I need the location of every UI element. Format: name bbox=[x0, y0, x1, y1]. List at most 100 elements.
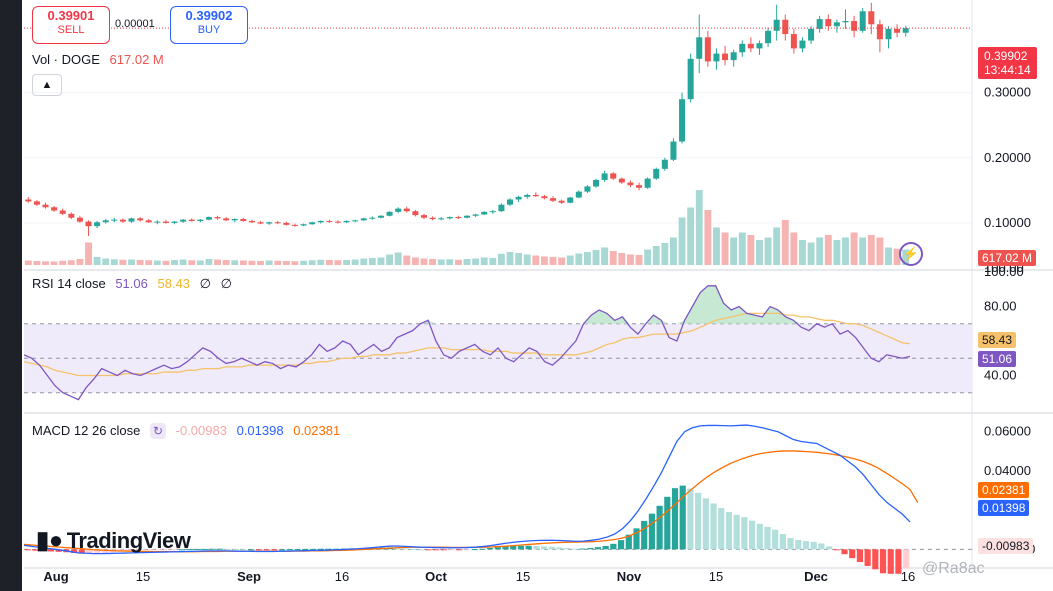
refresh-icon[interactable]: ↻ bbox=[150, 423, 167, 439]
volume-bar bbox=[824, 235, 832, 265]
volume-bar bbox=[626, 254, 634, 265]
macd-histogram-bar bbox=[517, 545, 525, 550]
volume-bar bbox=[635, 255, 643, 265]
candle-body bbox=[403, 208, 410, 212]
volume-bar bbox=[704, 210, 712, 265]
macd-histogram-bar bbox=[641, 520, 648, 550]
volume-bar bbox=[523, 254, 531, 265]
candle-body bbox=[197, 219, 204, 221]
macd-histogram-bar bbox=[271, 549, 278, 551]
volume-legend[interactable]: Vol · DOGE 617.02 M bbox=[32, 52, 170, 67]
volume-bar bbox=[876, 237, 884, 265]
volume-bar bbox=[171, 260, 178, 265]
macd-hist-tag: -0.00983 bbox=[978, 538, 1034, 554]
chevron-up-icon[interactable]: ▲ bbox=[32, 74, 62, 96]
volume-value: 617.02 M bbox=[109, 52, 164, 67]
macd-histogram-bar bbox=[94, 549, 101, 554]
volume-bar bbox=[446, 259, 454, 265]
candle-body bbox=[360, 218, 367, 221]
buy-button[interactable]: 0.39902 BUY bbox=[170, 6, 248, 44]
candle-body bbox=[816, 19, 823, 29]
lightning-icon[interactable]: ⚡ bbox=[899, 242, 923, 266]
candle-body bbox=[670, 141, 677, 160]
candle-body bbox=[145, 220, 152, 223]
rsi-ma-value: 58.43 bbox=[157, 276, 191, 291]
x-tick-label: 15 bbox=[709, 569, 723, 584]
volume-bar bbox=[687, 207, 695, 265]
candle-body bbox=[51, 207, 58, 211]
x-tick-label: Aug bbox=[43, 569, 68, 584]
candle-body bbox=[377, 215, 384, 218]
volume-bar bbox=[850, 232, 858, 265]
rsi-legend[interactable]: RSI 14 close 51.06 58.43 ∅ ∅ bbox=[32, 276, 238, 292]
macd-histogram-bar bbox=[40, 549, 47, 552]
candle-body bbox=[162, 221, 169, 223]
candle-body bbox=[94, 222, 101, 227]
macd-histogram-bar bbox=[148, 549, 155, 551]
volume-tag: 617.02 M bbox=[978, 250, 1037, 266]
volume-bar bbox=[85, 242, 92, 265]
macd-histogram-bar bbox=[872, 549, 879, 570]
volume-bar bbox=[196, 260, 204, 265]
candle-body bbox=[266, 222, 273, 224]
volume-bar bbox=[489, 258, 497, 265]
volume-bar bbox=[188, 260, 196, 265]
macd-line bbox=[23, 424, 911, 555]
macd-histogram-bar bbox=[556, 547, 563, 550]
volume-bar bbox=[713, 227, 720, 265]
volume-bar bbox=[764, 237, 772, 265]
candle-body bbox=[894, 28, 901, 33]
macd-histogram-bar bbox=[725, 512, 733, 550]
volume-bar bbox=[867, 235, 875, 265]
sell-button[interactable]: 0.39901 SELL bbox=[32, 6, 110, 44]
x-tick-label: 16 bbox=[335, 569, 349, 584]
candle-body bbox=[489, 211, 496, 213]
tradingview-mark-icon: ▮● bbox=[36, 527, 63, 554]
candle-body bbox=[636, 185, 643, 188]
rsi-tick-label: 80.00 bbox=[984, 299, 1017, 314]
macd-histogram-bar bbox=[618, 540, 625, 550]
volume-bar bbox=[566, 255, 574, 265]
macd-histogram-bar bbox=[433, 549, 440, 551]
volume-bars bbox=[24, 190, 910, 265]
candle-body bbox=[799, 40, 806, 49]
candle-body bbox=[188, 219, 195, 221]
volume-bar bbox=[351, 259, 359, 265]
volume-bar bbox=[575, 253, 583, 265]
candle-body bbox=[584, 186, 591, 192]
macd-legend[interactable]: MACD 12 26 close ↻ -0.00983 0.01398 0.02… bbox=[32, 423, 346, 439]
candle-body bbox=[429, 217, 436, 220]
macd-histogram-bar bbox=[594, 547, 602, 550]
volume-bar bbox=[360, 258, 368, 265]
candle-body bbox=[902, 28, 909, 33]
candle-body bbox=[593, 179, 600, 187]
volume-bar bbox=[480, 257, 488, 265]
spread-value: 0.00001 bbox=[115, 18, 155, 30]
volume-bar bbox=[601, 247, 609, 265]
rsi-tick-label: 100.00 bbox=[984, 264, 1024, 279]
volume-bar bbox=[282, 261, 290, 265]
macd-histogram-bar bbox=[510, 545, 517, 550]
volume-bar bbox=[420, 258, 428, 265]
macd-histogram-bar bbox=[302, 548, 309, 550]
volume-bar bbox=[506, 252, 514, 265]
price-tick-label: 0.30000 bbox=[984, 85, 1031, 100]
macd-histogram-bar bbox=[279, 549, 286, 551]
candle-body bbox=[876, 24, 883, 40]
sell-price: 0.39901 bbox=[47, 8, 95, 23]
candle-body bbox=[842, 21, 849, 23]
macd-histogram-bar bbox=[710, 503, 717, 550]
rsi-title: RSI 14 close bbox=[32, 276, 106, 291]
volume-bar bbox=[773, 227, 781, 265]
candle-body bbox=[128, 218, 135, 222]
macd-histogram-bar bbox=[286, 549, 293, 551]
volume-bar bbox=[403, 255, 411, 265]
macd-histogram-bar bbox=[263, 549, 270, 551]
volume-bar bbox=[119, 259, 127, 265]
macd-histogram-bar bbox=[579, 548, 586, 550]
candle-body bbox=[859, 11, 866, 31]
macd-histogram-bar bbox=[456, 549, 463, 551]
rsi-ma-tag: 58.43 bbox=[978, 332, 1017, 348]
candle-body bbox=[386, 211, 393, 216]
